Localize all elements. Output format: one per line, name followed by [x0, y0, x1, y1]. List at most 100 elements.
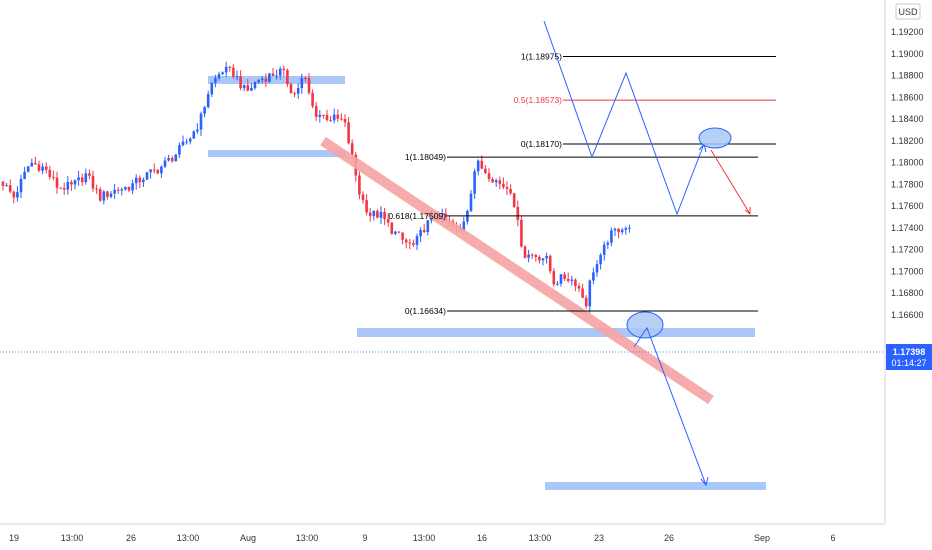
- candle: [228, 65, 232, 72]
- candle: [232, 64, 235, 79]
- candle-body: [527, 254, 530, 258]
- candle-body: [98, 189, 102, 201]
- candle: [278, 66, 282, 80]
- currency-badge[interactable]: USD: [895, 3, 921, 20]
- candle: [358, 171, 361, 200]
- candle-body: [505, 187, 509, 190]
- candle: [242, 84, 246, 92]
- candle-body: [361, 194, 365, 201]
- upper-target-ellipse: [698, 127, 732, 149]
- candle: [296, 83, 300, 99]
- candle-body: [246, 85, 250, 91]
- candle: [221, 71, 224, 75]
- candle-body: [253, 82, 257, 89]
- candle-body: [509, 189, 512, 194]
- candle: [181, 135, 185, 147]
- candle: [120, 187, 124, 196]
- y-tick-label: 1.17800: [891, 179, 924, 189]
- x-tick-label: Aug: [240, 533, 256, 543]
- candle: [286, 68, 289, 88]
- candle-body: [210, 82, 214, 95]
- candle-body: [26, 166, 30, 172]
- candle: [214, 74, 217, 88]
- candle: [376, 209, 379, 219]
- x-tick-label: 9: [362, 533, 367, 543]
- candle: [566, 272, 570, 283]
- trendline-group: [320, 136, 714, 405]
- candle: [592, 267, 595, 285]
- candle-body: [12, 191, 16, 198]
- candle: [512, 192, 516, 208]
- candle: [548, 254, 552, 274]
- candle-body: [577, 286, 581, 289]
- candle: [131, 179, 134, 195]
- candle-body: [84, 173, 88, 183]
- candle-body: [1, 181, 5, 186]
- candle-body: [379, 211, 383, 218]
- candle-body: [624, 228, 628, 230]
- x-tick-label: 23: [594, 533, 604, 543]
- candle: [34, 156, 37, 165]
- candle: [178, 142, 181, 158]
- candle: [473, 168, 476, 200]
- candle: [203, 105, 206, 118]
- projection-arrows: [543, 20, 751, 487]
- candle-body: [19, 178, 23, 193]
- candle-body: [350, 143, 354, 155]
- candle-body: [127, 186, 131, 191]
- candle: [73, 179, 77, 190]
- time-axis[interactable]: 19 13:00 26 13:00 Aug 13:00 9 13:00 16 13:00 23 26 S…: [9, 533, 836, 543]
- y-tick-label: 1.17000: [891, 266, 924, 276]
- candle: [16, 186, 19, 202]
- candle-body: [286, 70, 289, 85]
- candle: [1, 181, 5, 191]
- candle: [584, 295, 588, 309]
- fib-level: 0(1.16634): [405, 306, 758, 316]
- candle: [329, 115, 332, 122]
- current-price-value: 1.17398: [893, 347, 926, 357]
- candle: [98, 187, 102, 203]
- candle-body: [415, 236, 419, 245]
- candle-body: [242, 85, 246, 89]
- candle-body: [138, 177, 142, 183]
- candle-body: [358, 175, 361, 195]
- candle-body: [188, 138, 192, 142]
- candle: [106, 190, 109, 200]
- candle: [379, 206, 383, 224]
- candles-group: [1, 61, 631, 313]
- candle: [149, 169, 152, 179]
- candle-body: [156, 169, 160, 174]
- price-axis[interactable]: 1.19200 1.19000 1.18800 1.18600 1.18400 1.182…: [891, 27, 924, 320]
- candle: [340, 113, 343, 121]
- y-tick-label: 1.18200: [891, 136, 924, 146]
- candle-body: [494, 180, 498, 183]
- candle-body: [368, 212, 372, 217]
- candle-body: [484, 168, 487, 174]
- fib-level-label: 1(1.18975): [521, 51, 562, 61]
- candle: [419, 227, 422, 243]
- candle: [484, 165, 487, 174]
- candle: [404, 238, 408, 249]
- candle: [250, 83, 253, 92]
- candle: [199, 111, 203, 136]
- candle-body: [556, 283, 559, 285]
- candle-body: [620, 229, 624, 233]
- candle: [257, 79, 260, 84]
- candle-body: [422, 229, 426, 233]
- currency-label: USD: [898, 7, 918, 17]
- current-price-badge: 1.17398 01:14:27: [886, 344, 932, 370]
- candle-body: [224, 66, 228, 73]
- candle: [307, 72, 311, 95]
- candle: [505, 181, 509, 196]
- candle-body: [23, 171, 26, 179]
- candle: [401, 232, 404, 245]
- candle: [142, 177, 145, 188]
- candle: [336, 109, 340, 123]
- candle-body: [192, 131, 196, 139]
- candle: [253, 81, 257, 90]
- candle: [116, 187, 120, 194]
- candle: [617, 228, 620, 239]
- candle: [491, 177, 494, 183]
- y-tick-label: 1.17600: [891, 201, 924, 211]
